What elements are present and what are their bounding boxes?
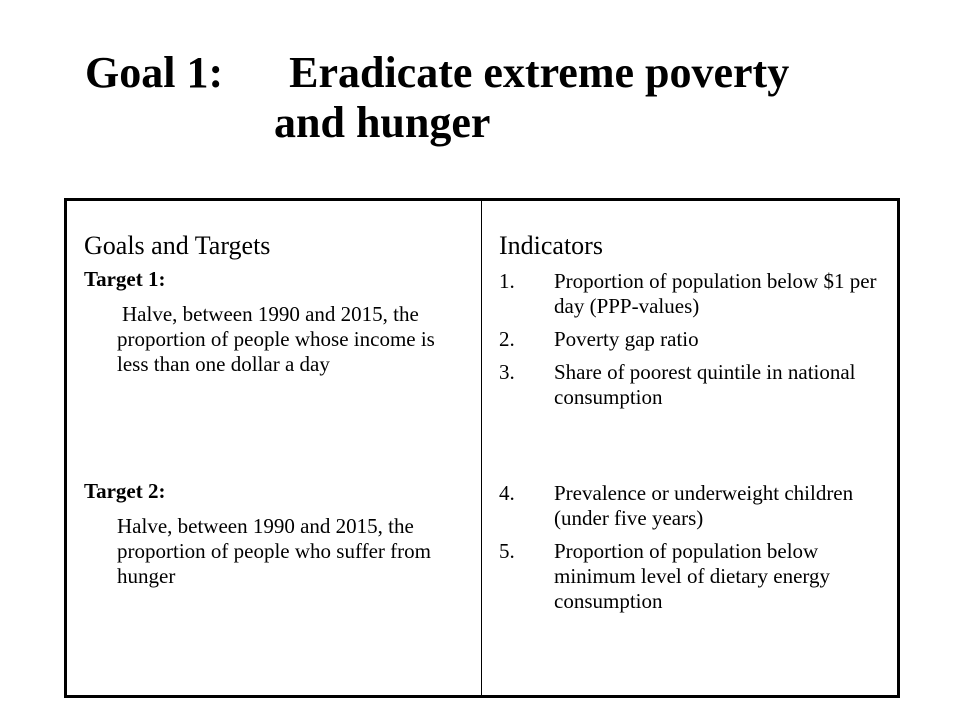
target-2-text: Halve, between 1990 and 2015, the propor… — [117, 514, 431, 588]
indicator-number: 2. — [499, 327, 515, 351]
indicator-text: Poverty gap ratio — [554, 327, 699, 351]
indicator-item: 3. Share of poorest quintile in national… — [499, 360, 879, 410]
indicator-item: 4. Prevalence or underweight children (u… — [499, 481, 879, 531]
title-line-1: Goal 1: Eradicate extreme poverty — [85, 48, 790, 97]
indicator-number: 4. — [499, 481, 515, 505]
target-2-cell: Target 2: Halve, between 1990 and 2015, … — [84, 479, 464, 589]
indicator-number: 3. — [499, 360, 515, 384]
target-2-label: Target 2: — [84, 479, 166, 503]
indicator-list-target-1: 1. Proportion of population below $1 per… — [499, 269, 879, 418]
indicator-number: 1. — [499, 269, 515, 293]
indicator-text: Proportion of population below $1 per da… — [554, 269, 877, 318]
indicator-text: Share of poorest quintile in national co… — [554, 360, 856, 409]
indicator-number: 5. — [499, 539, 515, 563]
target-1-text: Halve, between 1990 and 2015, the propor… — [117, 302, 435, 376]
indicator-item: 5. Proportion of population below minimu… — [499, 539, 879, 614]
title-line-2: and hunger — [274, 98, 491, 147]
indicator-list-target-2: 4. Prevalence or underweight children (u… — [499, 481, 879, 622]
target-1-label: Target 1: — [84, 267, 166, 291]
indicator-text: Prevalence or underweight children (unde… — [554, 481, 854, 530]
page-title: Goal 1: Eradicate extreme poverty and hu… — [85, 48, 789, 148]
header-goals-and-targets: Goals and Targets — [84, 231, 271, 260]
indicator-item: 2. Poverty gap ratio — [499, 327, 879, 352]
header-indicators: Indicators — [499, 231, 603, 260]
target-1-cell: Target 1: Halve, between 1990 and 2015, … — [84, 267, 464, 377]
goals-table: Goals and Targets Indicators Target 1: H… — [64, 198, 900, 698]
column-divider — [481, 201, 482, 695]
indicator-item: 1. Proportion of population below $1 per… — [499, 269, 879, 319]
indicator-text: Proportion of population below minimum l… — [554, 539, 831, 613]
